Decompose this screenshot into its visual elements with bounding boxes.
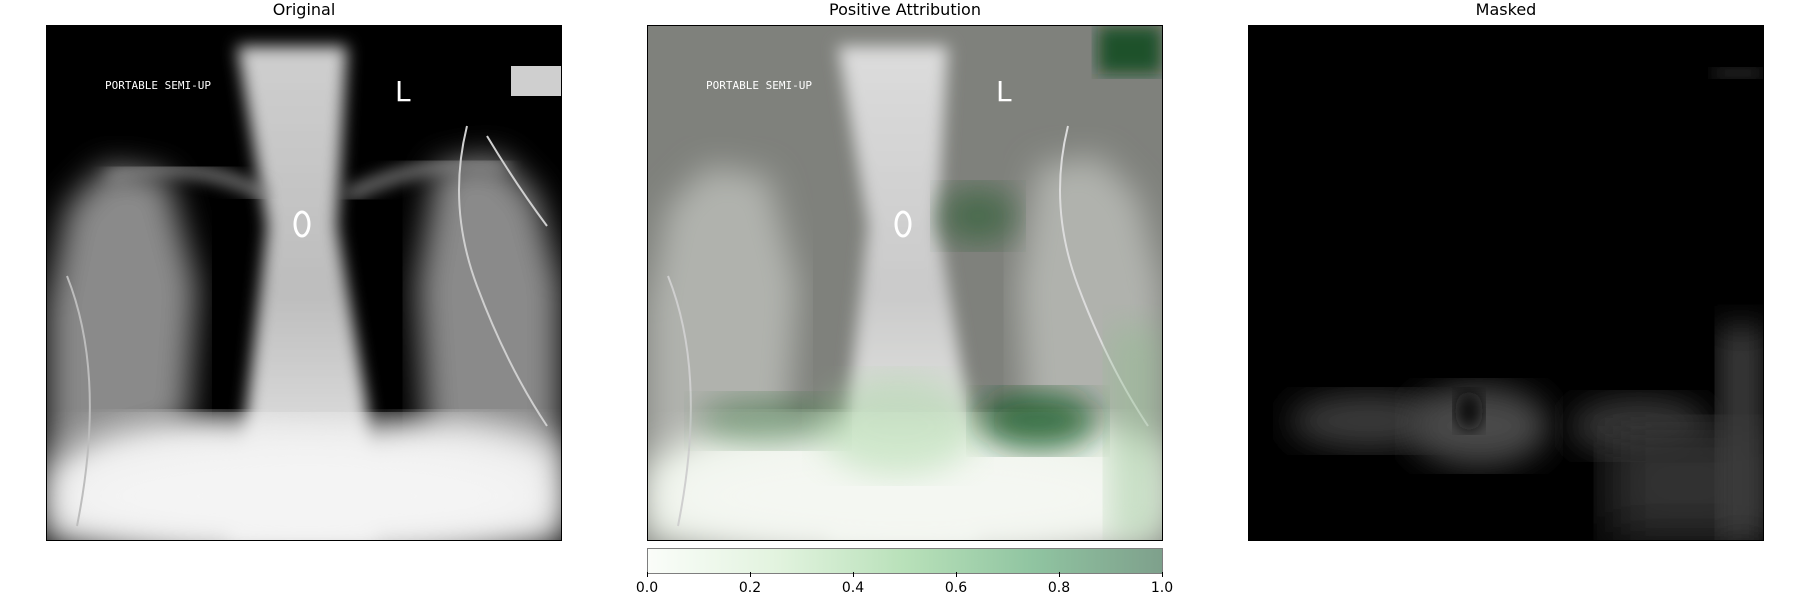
- attribution-overlay-image: PORTABLE SEMI-UP L: [647, 25, 1163, 541]
- xray-side-marker: L: [395, 75, 411, 108]
- xray-body: [47, 46, 561, 540]
- original-xray-image: PORTABLE SEMI-UP L: [46, 25, 562, 541]
- colorbar-tick: [1059, 572, 1060, 577]
- masked-regions: [1289, 68, 1763, 540]
- colorbar-tick: [647, 572, 648, 577]
- colorbar-tick: [853, 572, 854, 577]
- attribution-colorbar: [647, 548, 1163, 574]
- attribution-heatmap: [698, 26, 1162, 540]
- colorbar-tick: [750, 572, 751, 577]
- colorbar-tick-label: 0.0: [635, 580, 659, 596]
- colorbar-tick-label: 0.2: [738, 580, 762, 596]
- colorbar-tick-label: 0.6: [944, 580, 968, 596]
- panel-title-original: Original: [272, 0, 336, 19]
- colorbar-tick: [1162, 572, 1163, 577]
- xray-side-marker: L: [996, 75, 1012, 108]
- panel-title-masked: Masked: [1475, 0, 1537, 19]
- xray-patient-label: PORTABLE SEMI-UP: [706, 79, 812, 92]
- colorbar-tick-label: 1.0: [1150, 580, 1174, 596]
- colorbar-tick: [956, 572, 957, 577]
- panel-title-attribution: Positive Attribution: [829, 0, 981, 19]
- colorbar-tick-label: 0.4: [841, 580, 865, 596]
- xray-patient-label: PORTABLE SEMI-UP: [105, 79, 211, 92]
- colorbar-tick-label: 0.8: [1047, 580, 1071, 596]
- masked-image: [1248, 25, 1764, 541]
